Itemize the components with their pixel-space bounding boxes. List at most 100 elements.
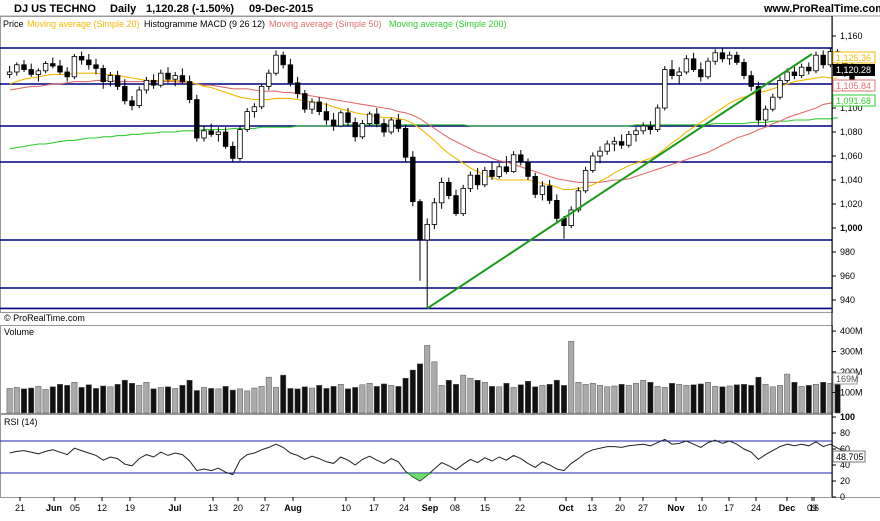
- badge-rsi: 48.705: [832, 450, 866, 463]
- volume-bar: [6, 388, 13, 414]
- x-tick-label: 20: [615, 503, 625, 513]
- x-tick-label: 08: [450, 503, 460, 513]
- candle-body: [446, 181, 452, 196]
- candle-body: [755, 86, 762, 121]
- volume-bar: [42, 389, 49, 414]
- volume-bar: [575, 382, 582, 414]
- volume-bar: [431, 361, 438, 414]
- candle-body: [539, 185, 546, 195]
- candle-body: [222, 131, 229, 147]
- volume-bar: [625, 385, 632, 414]
- candle-body: [230, 145, 236, 159]
- volume-bar: [496, 386, 503, 414]
- candle-body: [482, 169, 488, 186]
- volume-bar: [481, 382, 488, 414]
- candle-body: [395, 119, 402, 129]
- rsi-tick-label: 40: [840, 460, 850, 470]
- volume-bar: [769, 386, 776, 414]
- candle-body: [618, 141, 625, 146]
- price-tick-label: 1,100: [840, 103, 863, 113]
- x-tick-label: 16: [809, 503, 819, 513]
- volume-bar: [546, 384, 553, 414]
- candle-body: [554, 199, 560, 219]
- volume-bar: [251, 387, 258, 414]
- legend-ma50: Moving average (Simple 50): [269, 19, 382, 29]
- volume-bar: [661, 387, 668, 414]
- volume-bar: [179, 385, 186, 414]
- copyright-label: © ProRealTime.com: [4, 313, 85, 323]
- x-tick-label: Oct: [558, 503, 573, 513]
- candle-body: [611, 141, 618, 145]
- volume-bar: [294, 388, 301, 414]
- volume-bar: [330, 386, 337, 414]
- candle-body: [215, 131, 222, 135]
- candle-body: [431, 202, 438, 225]
- volume-bar: [316, 385, 323, 414]
- volume-bar: [157, 387, 164, 414]
- volume-bar: [712, 386, 719, 414]
- candle-body: [474, 174, 481, 186]
- candle-body: [78, 56, 85, 61]
- candle-body: [798, 66, 805, 76]
- volume-bar: [417, 363, 423, 414]
- candle-body: [6, 71, 13, 75]
- candle-body: [683, 58, 690, 73]
- volume-bar: [21, 388, 27, 414]
- badge-ma20: 1,125.36: [832, 51, 876, 64]
- candle-body: [316, 101, 322, 112]
- volume-bar: [301, 386, 308, 414]
- candle-body: [575, 190, 582, 211]
- x-tick-label: 13: [208, 503, 218, 513]
- volume-bar: [553, 379, 560, 414]
- svg-text:1,091.68: 1,091.68: [836, 96, 871, 106]
- volume-bar: [215, 388, 222, 414]
- volume-bar: [813, 384, 819, 414]
- candle-body: [273, 54, 279, 74]
- volume-bar: [395, 386, 402, 414]
- candle-body: [654, 107, 661, 131]
- candle-body: [251, 106, 258, 113]
- volume-bar: [503, 383, 510, 414]
- x-tick-label: 09: [807, 503, 817, 513]
- candle-body: [201, 130, 207, 139]
- volume-bar: [85, 384, 92, 414]
- candle-body: [712, 52, 718, 62]
- legend-macd: Histogramme MACD (9 26 12): [144, 19, 265, 29]
- volume-bar: [409, 369, 416, 414]
- candle-body: [237, 129, 243, 159]
- candle-body: [741, 62, 747, 77]
- candle-body: [57, 65, 63, 73]
- volume-bar: [229, 389, 236, 414]
- price-tick-label: 960: [840, 271, 855, 281]
- candle-body: [762, 108, 769, 121]
- volume-bar: [532, 386, 539, 414]
- x-tick-label: 12: [97, 503, 107, 513]
- candle-body: [734, 54, 740, 63]
- volume-bar: [71, 382, 78, 414]
- candle-body: [546, 185, 553, 201]
- candle-body: [467, 174, 474, 189]
- volume-bar: [373, 386, 380, 414]
- price-tick-label: 980: [840, 247, 855, 257]
- candle-body: [690, 58, 697, 70]
- candle-body: [114, 75, 121, 87]
- candle-body: [366, 113, 373, 125]
- candle-body: [150, 80, 157, 86]
- x-tick-label: 24: [751, 503, 761, 513]
- volume-bar: [28, 387, 35, 414]
- price-tick-label: 1,160: [840, 31, 863, 41]
- candle-body: [352, 122, 358, 138]
- badge-ma200: 1,091.68: [832, 94, 876, 107]
- volume-bar: [683, 385, 690, 414]
- volume-tick-label: 300M: [840, 347, 863, 357]
- volume-bar: [597, 385, 603, 414]
- volume-bar: [265, 376, 272, 414]
- candle-body: [582, 169, 589, 192]
- candle-body: [172, 75, 178, 80]
- candle-body: [777, 80, 783, 98]
- candle-body: [381, 123, 387, 133]
- candle-body: [122, 86, 128, 102]
- x-tick-label: Nov: [667, 503, 684, 513]
- candle-body: [28, 69, 34, 75]
- site-label[interactable]: www.ProRealTime.com: [763, 3, 880, 15]
